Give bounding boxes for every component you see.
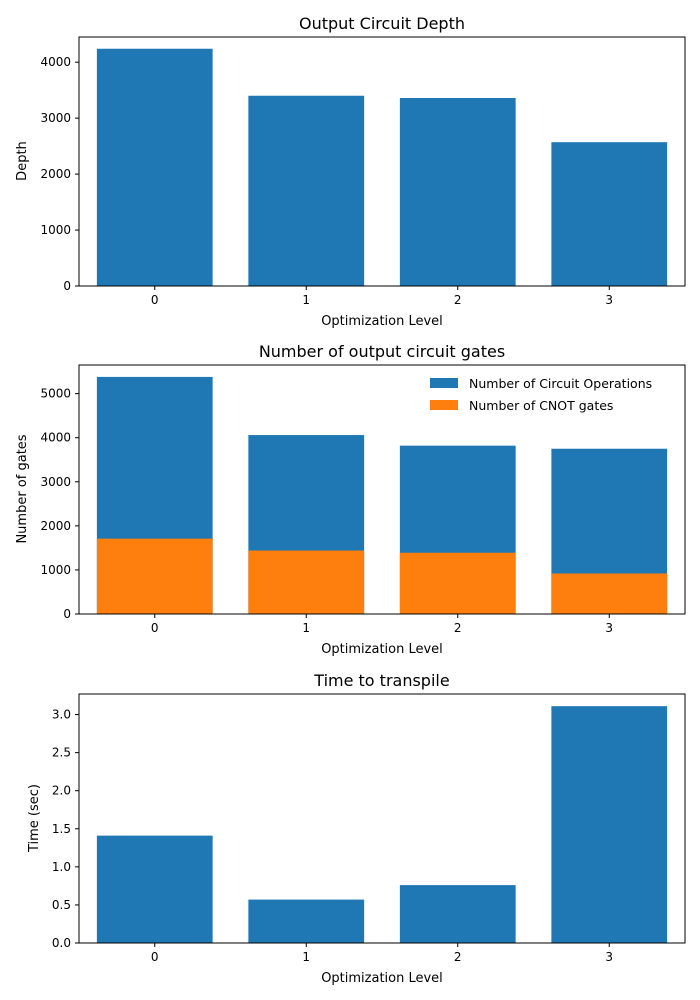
plot-area-gates: 0 1 2 3 0 1000 2000 3000 4000 5000 — [40, 364, 686, 635]
x-tick-label-1: 1 — [302, 950, 310, 964]
y-tick-label-1: 0.5 — [52, 898, 71, 912]
axes-frame — [78, 364, 686, 615]
subplot-depth: Output Circuit Depth Optimization Level … — [15, 14, 686, 329]
y-tick-label-1: 1000 — [40, 223, 71, 237]
x-tick-label-3: 3 — [605, 621, 613, 635]
y-tick-label-4: 4000 — [40, 431, 71, 445]
x-tick-label-2: 2 — [454, 950, 462, 964]
x-tick-label-3: 3 — [605, 293, 613, 307]
legend-label-operations: Number of Circuit Operations — [469, 376, 652, 391]
y-tick-label-5: 2.5 — [52, 746, 71, 760]
y-tick-label-2: 2000 — [40, 519, 71, 533]
legend-swatch-cnot — [430, 400, 458, 410]
y-tick-label-6: 3.0 — [52, 708, 71, 722]
bar-1-1-3 — [551, 573, 668, 614]
x-tick-label-0: 0 — [151, 293, 159, 307]
bar-0-0-1 — [248, 95, 365, 286]
y-tick-label-3: 3000 — [40, 111, 71, 125]
y-tick-label-0: 0 — [63, 607, 71, 621]
y-axis-label: Number of gates — [15, 434, 30, 543]
x-tick-label-3: 3 — [605, 950, 613, 964]
subplot-gates: Number of output circuit gates Optimizat… — [15, 342, 686, 657]
y-axis-label: Time (sec) — [27, 784, 42, 853]
bar-2-0-0 — [96, 835, 213, 943]
y-axis-label: Depth — [15, 141, 30, 181]
y-tick-label-0: 0.0 — [52, 936, 71, 950]
bar-0-0-0 — [96, 48, 213, 286]
plot-area-depth: 0 1 2 3 0 1000 2000 3000 4000 — [40, 36, 686, 307]
x-axis-label: Optimization Level — [321, 314, 443, 329]
axes-frame — [78, 693, 686, 944]
x-tick-label-2: 2 — [454, 293, 462, 307]
bar-0-0-2 — [399, 97, 516, 287]
axes-frame — [78, 36, 686, 287]
y-tick-label-3: 3000 — [40, 475, 71, 489]
bar-1-1-2 — [399, 552, 516, 614]
bar-2-0-2 — [399, 885, 516, 943]
x-axis-label: Optimization Level — [321, 971, 443, 986]
x-tick-label-2: 2 — [454, 621, 462, 635]
legend: Number of Circuit Operations Number of C… — [430, 376, 652, 413]
y-tick-label-0: 0 — [63, 279, 71, 293]
legend-swatch-operations — [430, 378, 458, 388]
y-tick-label-2: 2000 — [40, 167, 71, 181]
chart-title: Time to transpile — [313, 671, 449, 690]
y-tick-label-4: 4000 — [40, 55, 71, 69]
chart-title: Output Circuit Depth — [299, 14, 465, 33]
plot-area-time: 0 1 2 3 0.0 0.5 1.0 1.5 2.0 2.5 3.0 — [52, 693, 686, 964]
x-tick-label-0: 0 — [151, 950, 159, 964]
y-tick-label-4: 2.0 — [52, 784, 71, 798]
subplot-time: Time to transpile Optimization Level Tim… — [27, 671, 686, 986]
bar-2-0-1 — [248, 899, 365, 943]
bar-2-0-3 — [551, 706, 668, 943]
chart-title: Number of output circuit gates — [259, 342, 505, 361]
legend-label-cnot: Number of CNOT gates — [469, 398, 613, 413]
y-tick-label-5: 5000 — [40, 387, 71, 401]
y-tick-label-3: 1.5 — [52, 822, 71, 836]
bar-1-1-0 — [96, 538, 213, 614]
x-tick-label-1: 1 — [302, 293, 310, 307]
y-tick-label-2: 1.0 — [52, 860, 71, 874]
bar-1-1-1 — [248, 550, 365, 614]
bar-0-0-3 — [551, 142, 668, 286]
x-axis-label: Optimization Level — [321, 642, 443, 657]
x-tick-label-0: 0 — [151, 621, 159, 635]
x-tick-label-1: 1 — [302, 621, 310, 635]
y-tick-label-1: 1000 — [40, 563, 71, 577]
